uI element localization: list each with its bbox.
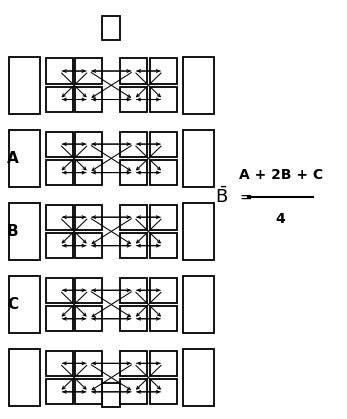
Bar: [120, 132, 147, 157]
Bar: [120, 351, 147, 376]
Bar: [102, 383, 120, 407]
Bar: [150, 233, 177, 258]
Bar: [150, 278, 177, 303]
Bar: [9, 57, 40, 114]
Bar: [46, 278, 73, 303]
Bar: [46, 204, 73, 230]
Bar: [75, 87, 102, 112]
Bar: [102, 16, 120, 40]
Bar: [120, 278, 147, 303]
Bar: [75, 160, 102, 185]
Bar: [183, 349, 214, 406]
Bar: [9, 203, 40, 260]
Bar: [75, 278, 102, 303]
Text: 4: 4: [276, 212, 286, 225]
Bar: [183, 57, 214, 114]
Bar: [9, 349, 40, 406]
Text: B: B: [7, 224, 19, 239]
Bar: [120, 306, 147, 331]
Bar: [46, 59, 73, 83]
Bar: [75, 306, 102, 331]
Bar: [46, 379, 73, 404]
Text: C: C: [7, 297, 18, 312]
Bar: [120, 379, 147, 404]
Bar: [75, 233, 102, 258]
Bar: [150, 306, 177, 331]
Bar: [120, 59, 147, 83]
Bar: [120, 233, 147, 258]
Bar: [150, 351, 177, 376]
Bar: [75, 204, 102, 230]
Bar: [75, 351, 102, 376]
Bar: [9, 130, 40, 187]
Bar: [46, 87, 73, 112]
Bar: [46, 160, 73, 185]
Bar: [46, 306, 73, 331]
Bar: [46, 132, 73, 157]
Bar: [46, 233, 73, 258]
Bar: [150, 204, 177, 230]
Bar: [183, 130, 214, 187]
Bar: [75, 132, 102, 157]
Bar: [120, 160, 147, 185]
Text: =: =: [239, 189, 252, 204]
Bar: [150, 59, 177, 83]
Bar: [46, 351, 73, 376]
Bar: [9, 276, 40, 333]
Bar: [75, 59, 102, 83]
Bar: [120, 204, 147, 230]
Text: A: A: [7, 151, 19, 166]
Bar: [75, 379, 102, 404]
Bar: [183, 276, 214, 333]
Text: $\bar{\mathrm{B}}$: $\bar{\mathrm{B}}$: [215, 186, 228, 207]
Bar: [150, 87, 177, 112]
Bar: [183, 203, 214, 260]
Bar: [150, 132, 177, 157]
Bar: [150, 379, 177, 404]
Bar: [120, 87, 147, 112]
Bar: [150, 160, 177, 185]
Text: A + 2B + C: A + 2B + C: [239, 168, 323, 182]
